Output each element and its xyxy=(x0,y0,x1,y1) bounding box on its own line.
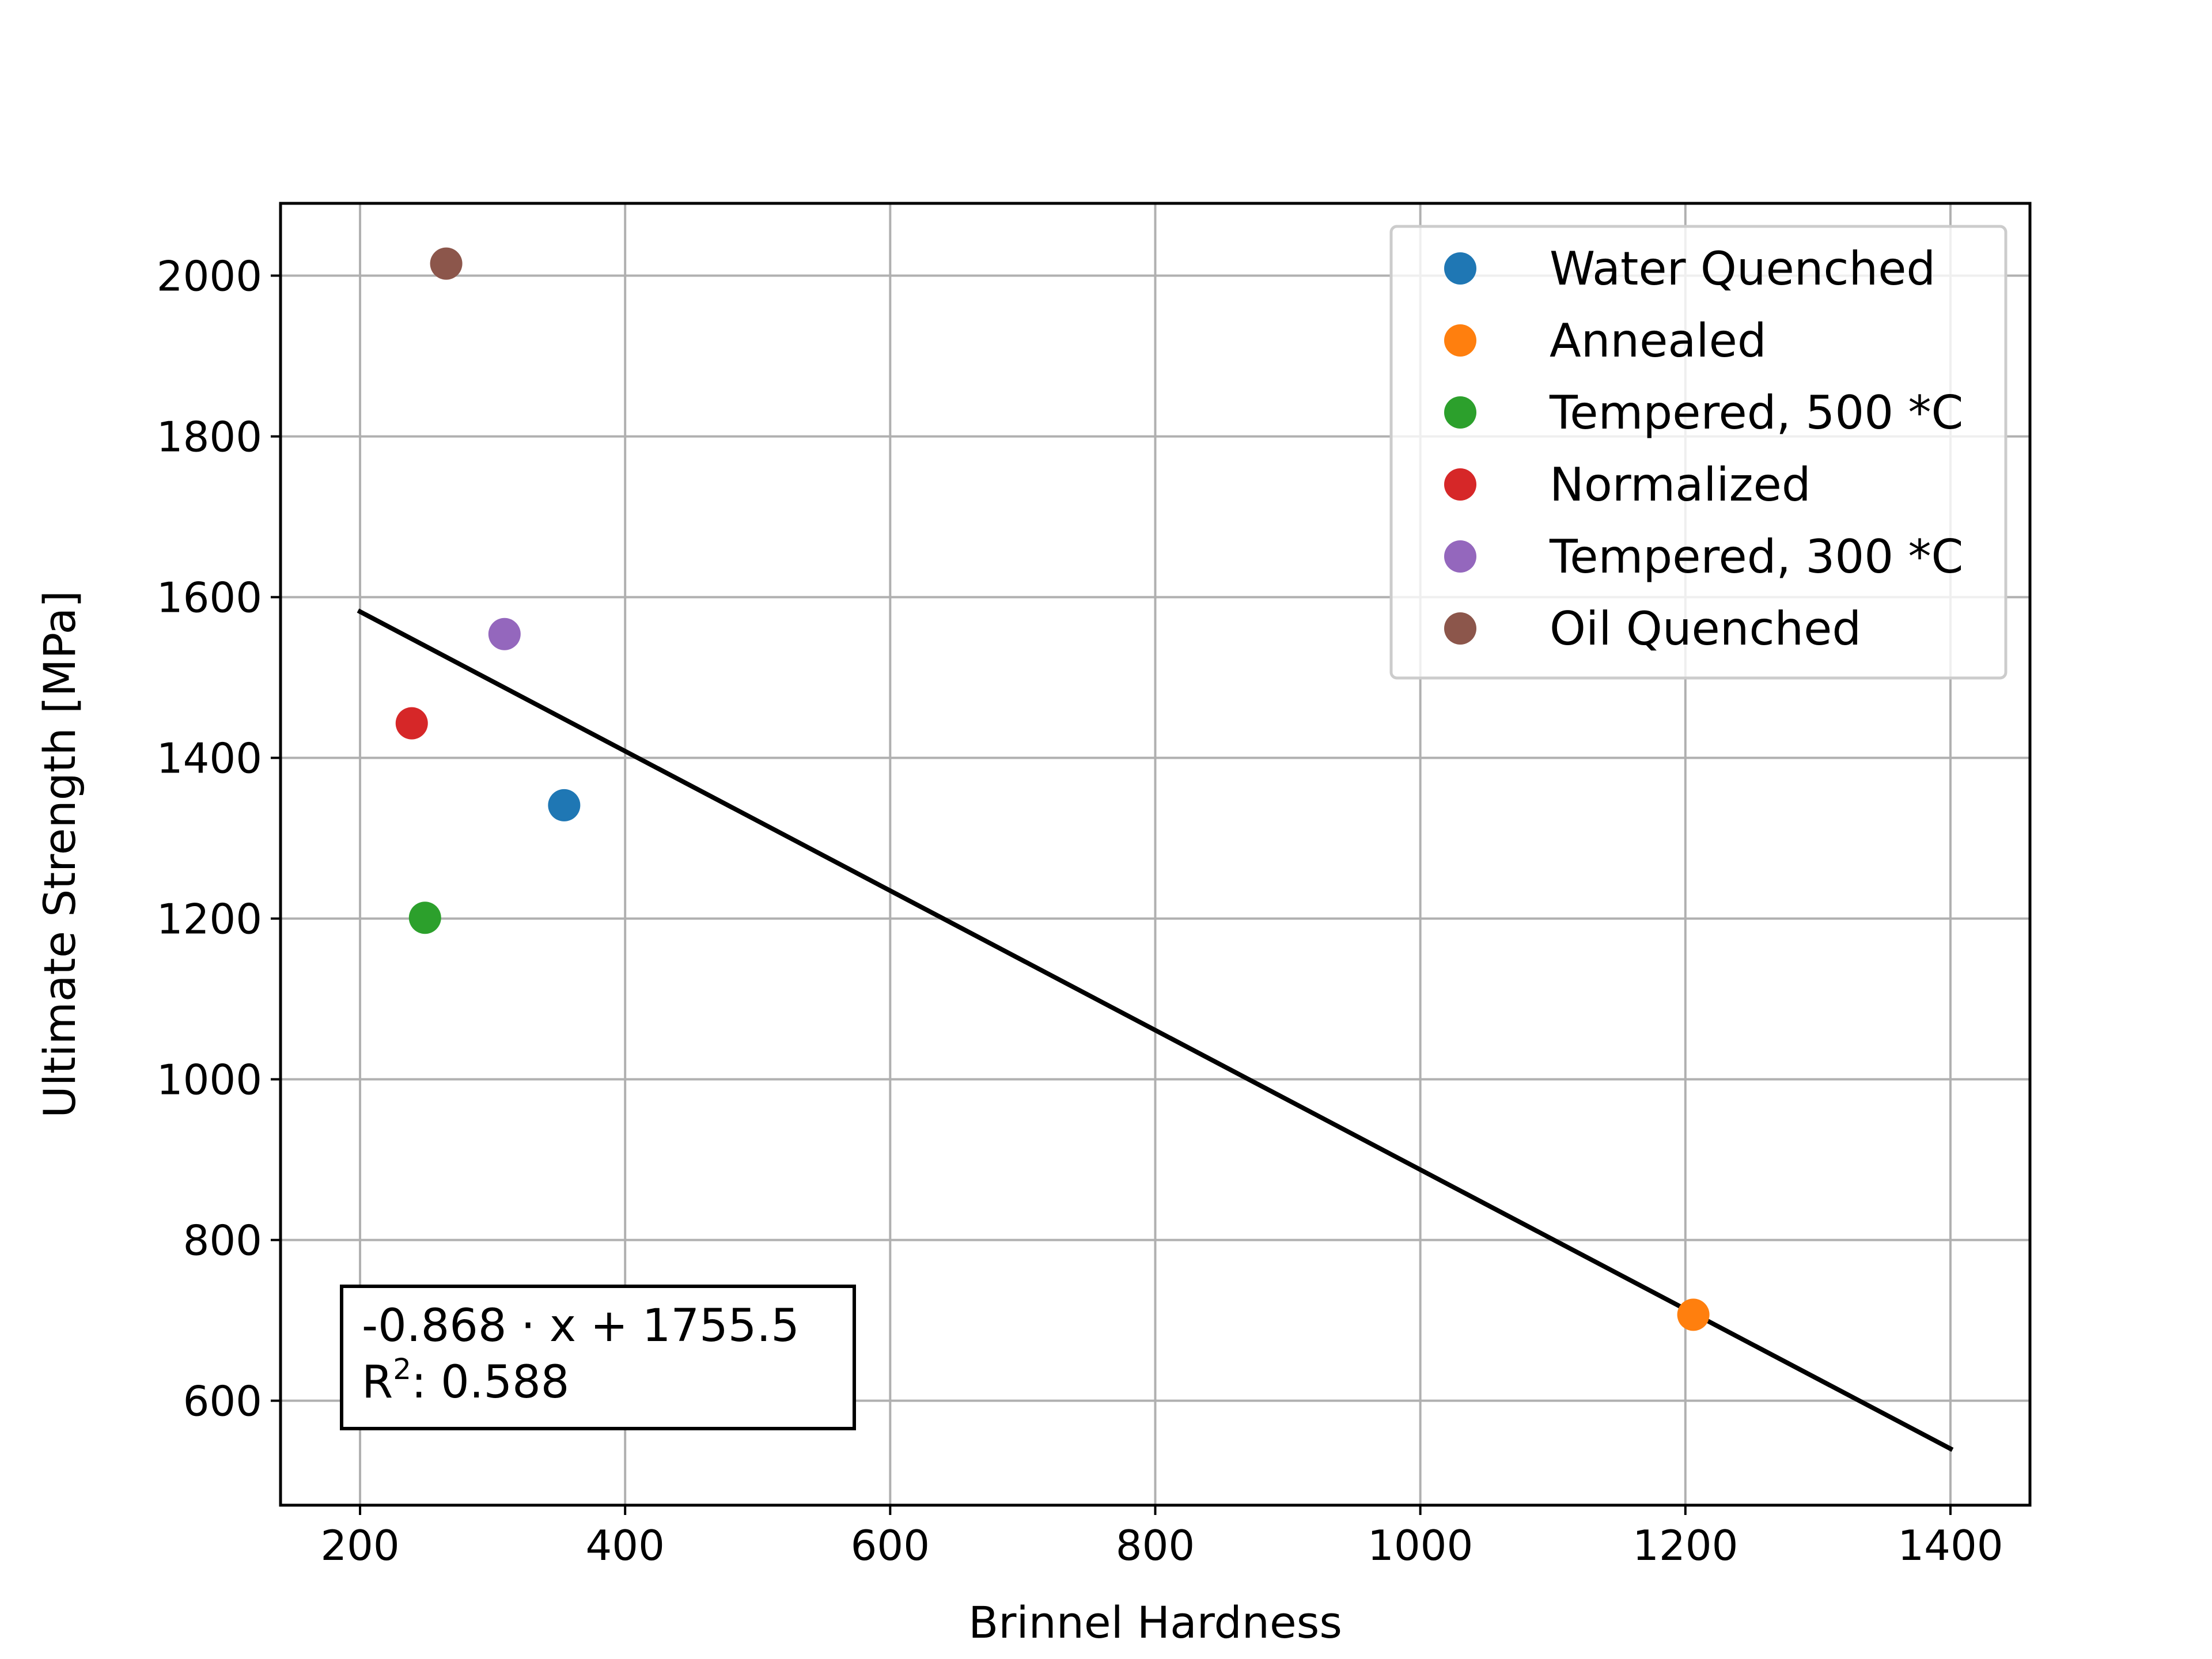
x-axis-title: Brinnel Hardness xyxy=(968,1597,1342,1648)
y-tick-label: 1200 xyxy=(157,895,262,944)
y-axis-title: Ultimate Strength [MPa] xyxy=(34,590,85,1118)
data-point xyxy=(548,789,581,821)
legend-marker xyxy=(1444,612,1476,645)
x-tick-label: 200 xyxy=(320,1521,399,1570)
legend-marker xyxy=(1444,540,1476,573)
legend-label: Oil Quenched xyxy=(1550,602,1861,656)
legend-label: Tempered, 300 *C xyxy=(1549,530,1963,584)
fit-equation: -0.868 · x + 1755.5 xyxy=(362,1300,800,1352)
y-tick-label: 600 xyxy=(183,1377,262,1426)
data-point xyxy=(430,247,463,280)
r-squared-superscript: 2 xyxy=(393,1353,411,1386)
x-tick-label: 800 xyxy=(1116,1521,1195,1570)
legend-frame xyxy=(1389,225,2008,680)
x-tick-label: 1000 xyxy=(1368,1521,1473,1570)
y-tick-label: 1600 xyxy=(157,574,262,622)
legend-label: Normalized xyxy=(1550,458,1811,512)
data-point xyxy=(488,618,521,650)
legend-marker xyxy=(1444,252,1476,285)
data-point xyxy=(408,902,441,934)
y-tick-label: 800 xyxy=(183,1217,262,1265)
legend-label: Tempered, 500 *C xyxy=(1549,386,1963,440)
legend-marker xyxy=(1444,324,1476,357)
legend-label: Water Quenched xyxy=(1550,242,1936,296)
r-squared-value: : 0.588 xyxy=(411,1357,569,1408)
data-point xyxy=(395,707,428,740)
legend: Water Quenched Annealed Tempered, 500 *C No… xyxy=(1389,225,2008,680)
legend-marker xyxy=(1444,468,1476,501)
x-tick-label: 400 xyxy=(585,1521,664,1570)
y-tick-label: 1400 xyxy=(157,734,262,783)
legend-label: Annealed xyxy=(1550,314,1767,368)
r-squared-label: R2: 0.588 xyxy=(362,1353,569,1408)
x-tick-label: 1400 xyxy=(1897,1521,2003,1570)
fit-equation-box: -0.868 · x + 1755.5 R2: 0.588 xyxy=(340,1285,856,1430)
legend-marker xyxy=(1444,396,1476,429)
x-tick-label: 1200 xyxy=(1633,1521,1738,1570)
equation-box-frame xyxy=(340,1285,856,1430)
r-squared-symbol: R xyxy=(362,1357,393,1408)
y-tick-label: 2000 xyxy=(157,252,262,301)
x-tick-label: 600 xyxy=(851,1521,930,1570)
axis-ticks: 200 400 600 800 1000 1200 1400 600 800 1000 1200 14… xyxy=(157,252,2003,1570)
y-tick-label: 1800 xyxy=(157,413,262,461)
data-points xyxy=(395,247,1710,1331)
y-tick-label: 1000 xyxy=(157,1056,262,1104)
data-point xyxy=(1677,1298,1710,1331)
